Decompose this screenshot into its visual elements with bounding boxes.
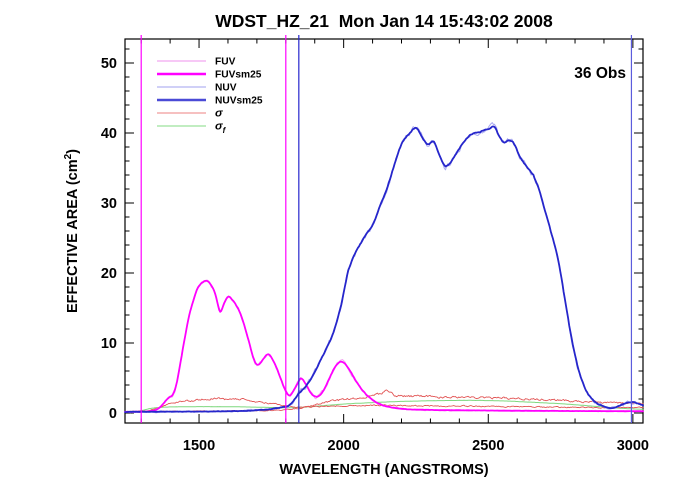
curve-NUVsm25 (124, 125, 644, 413)
y-tick-label: 40 (101, 126, 117, 142)
legend-item-sigma: σ (157, 108, 223, 120)
legend-label: FUV (215, 57, 236, 68)
band-marker-lines (140, 35, 633, 423)
legend-label: NUV (215, 83, 237, 94)
legend-label: σ (215, 108, 223, 120)
y-tick-label: 50 (101, 56, 117, 72)
x-axis-label: WAVELENGTH (ANGSTROMS) (279, 462, 488, 478)
obs-count-label: 36 Obs (574, 65, 626, 82)
legend-item-FUV: FUV (157, 57, 236, 68)
legend-item-FUVsm25: FUVsm25 (157, 70, 262, 81)
x-tick-labels: 1500 2000 2500 3000 (183, 438, 649, 454)
plot-title: WDST_HZ_21 Mon Jan 14 15:43:02 2008 (215, 11, 553, 31)
curve-sigma-f (124, 399, 644, 413)
x-tick-label: 3000 (617, 438, 649, 454)
legend-label: NUVsm25 (215, 96, 263, 107)
legend-item-NUVsm25: NUVsm25 (157, 96, 263, 107)
y-tick-labels: 0 10 20 30 40 50 (101, 56, 117, 422)
legend-label: FUVsm25 (215, 70, 262, 81)
y-tick-label: 20 (101, 266, 117, 282)
y-tick-label: 30 (101, 196, 117, 212)
y-axis-label: EFFECTIVE AREA (cm2) (63, 149, 81, 313)
legend-item-NUV: NUV (157, 83, 237, 94)
curve-FUVsm25 (124, 279, 644, 413)
y-tick-label: 10 (101, 336, 117, 352)
x-tick-label: 2500 (472, 438, 504, 454)
x-tick-label: 2000 (328, 438, 360, 454)
curves (124, 122, 644, 414)
legend-item-sigmaf: σf (157, 121, 227, 136)
x-tick-label: 1500 (183, 438, 215, 454)
legend-label: σf (215, 121, 227, 136)
y-tick-label: 0 (109, 406, 117, 422)
